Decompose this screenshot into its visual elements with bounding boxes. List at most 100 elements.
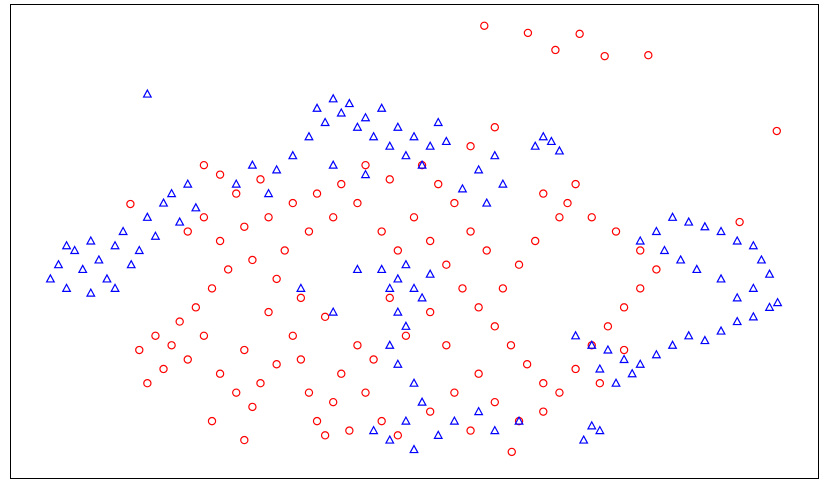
- circle-point: [522, 360, 532, 369]
- triangle-point: [611, 377, 621, 387]
- circle-point: [425, 236, 435, 246]
- circle-point: [345, 426, 354, 435]
- circle-point: [272, 360, 281, 369]
- circle-point: [183, 355, 192, 364]
- triangle-point: [756, 254, 767, 264]
- circle-point: [555, 213, 564, 222]
- circle-point: [539, 189, 548, 198]
- triangle-point: [538, 131, 549, 141]
- triangle-point: [166, 188, 177, 198]
- triangle-point: [384, 283, 395, 292]
- triangle-point: [748, 283, 759, 292]
- triangle-point: [158, 197, 169, 207]
- triangle-point: [732, 316, 743, 326]
- triangle-point: [716, 273, 726, 283]
- circle-point: [232, 388, 241, 397]
- circle-point: [458, 284, 467, 293]
- triangle-point: [764, 302, 775, 311]
- triangle-point: [296, 283, 306, 292]
- triangle-point: [457, 183, 468, 193]
- triangle-point: [263, 188, 274, 198]
- circle-point: [619, 303, 629, 312]
- circle-point: [337, 179, 346, 189]
- circle-point: [466, 227, 475, 236]
- triangle-point: [772, 297, 783, 307]
- triangle-point: [368, 131, 379, 141]
- circle-point: [450, 388, 459, 397]
- triangle-point: [401, 415, 411, 425]
- circle-point: [312, 416, 322, 426]
- circle-point: [159, 364, 168, 374]
- triangle-point: [61, 240, 72, 250]
- circle-point: [288, 198, 297, 208]
- triangle-point: [651, 226, 662, 236]
- circle-point: [215, 369, 225, 378]
- circle-point: [735, 217, 744, 227]
- circle-point: [329, 213, 338, 222]
- triangle-point: [433, 117, 444, 127]
- circle-point: [425, 307, 435, 317]
- circle-point: [353, 198, 362, 208]
- triangle-point: [61, 283, 72, 292]
- triangle-point: [126, 259, 137, 269]
- triangle-point: [85, 287, 96, 297]
- circle-point: [611, 227, 621, 236]
- circle-point: [514, 260, 524, 269]
- triangle-point: [570, 330, 581, 340]
- circle-point: [175, 317, 184, 326]
- triangle-point: [393, 358, 403, 368]
- triangle-point: [530, 140, 541, 150]
- circle-point: [595, 379, 605, 388]
- circle-point: [772, 126, 781, 136]
- triangle-point: [134, 245, 145, 255]
- circle-point: [450, 198, 459, 208]
- circle-point: [385, 293, 394, 303]
- circle-point: [575, 29, 584, 39]
- triangle-point: [546, 136, 557, 146]
- triangle-point: [336, 107, 347, 117]
- circle-point: [551, 45, 560, 55]
- circle-point: [563, 198, 572, 208]
- circle-point: [401, 331, 411, 340]
- triangle-point: [376, 103, 387, 112]
- circle-point: [369, 355, 378, 364]
- triangle-point: [368, 425, 379, 435]
- circle-point: [256, 175, 265, 184]
- circle-point: [377, 227, 386, 236]
- triangle-point: [174, 216, 185, 226]
- circle-point: [555, 388, 564, 397]
- triangle-point: [110, 240, 120, 250]
- circle-point: [296, 355, 306, 364]
- circle-point: [264, 213, 273, 222]
- circle-point: [183, 227, 192, 236]
- circle-point: [482, 246, 491, 255]
- triangle-point: [578, 434, 589, 444]
- circle-point: [603, 322, 613, 331]
- triangle-point: [700, 221, 710, 231]
- triangle-point: [231, 178, 242, 188]
- triangle-point: [191, 202, 201, 212]
- triangle-point: [409, 283, 419, 292]
- circle-point: [199, 160, 209, 170]
- circle-point: [337, 369, 346, 378]
- triangle-point: [586, 420, 597, 430]
- triangle-point: [425, 268, 435, 278]
- circle-point: [636, 246, 645, 255]
- triangle-point: [401, 150, 411, 160]
- triangle-point: [481, 197, 492, 207]
- triangle-point: [659, 245, 670, 255]
- triangle-point: [401, 259, 411, 269]
- triangle-point: [94, 254, 104, 264]
- triangle-point: [287, 150, 298, 160]
- triangle-point: [85, 235, 96, 245]
- triangle-point: [312, 103, 322, 112]
- triangle-point: [716, 325, 726, 335]
- circle-point: [442, 260, 451, 269]
- circle-point: [240, 345, 249, 355]
- triangle-point: [110, 283, 120, 292]
- circle-point: [199, 213, 209, 222]
- circle-point: [288, 331, 297, 340]
- triangle-point: [384, 340, 395, 349]
- triangle-point: [716, 226, 726, 236]
